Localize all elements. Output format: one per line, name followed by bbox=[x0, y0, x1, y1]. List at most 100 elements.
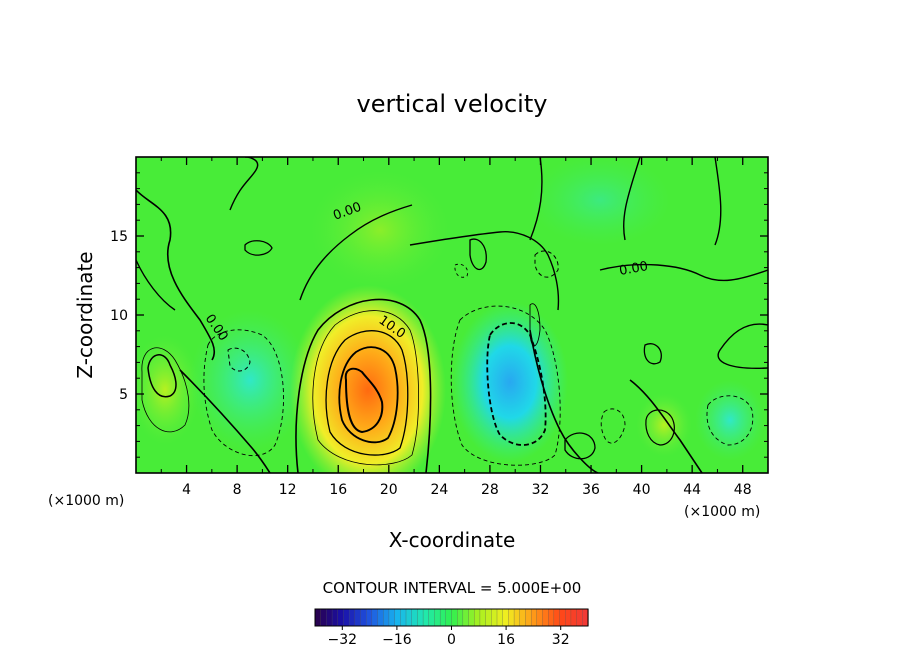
negative-contour bbox=[227, 347, 251, 372]
weak-updraft-left bbox=[136, 335, 200, 445]
colorbar-cell bbox=[400, 608, 407, 627]
colorbar: −32 −16 0 16 32 bbox=[314, 608, 589, 648]
zero-contour bbox=[136, 189, 216, 361]
colorbar-cell bbox=[422, 608, 430, 627]
x-tick-label: 12 bbox=[279, 482, 297, 498]
colorbar-cell bbox=[371, 608, 379, 627]
x-unit-left: (×1000 m) bbox=[48, 493, 124, 509]
colorbar-cell bbox=[485, 608, 492, 627]
positive-contour bbox=[147, 354, 177, 398]
weak-updraft-right bbox=[636, 393, 692, 457]
chart-title: vertical velocity bbox=[357, 90, 548, 118]
x-tick-label: 16 bbox=[329, 482, 347, 498]
colorbar-cell bbox=[360, 608, 367, 627]
colorbar-ticks: −32 −16 0 16 32 bbox=[328, 626, 570, 648]
zero-contour bbox=[299, 204, 413, 301]
colorbar-cell bbox=[439, 608, 447, 627]
colorbar-cell bbox=[576, 608, 583, 627]
x-tick-label: 40 bbox=[633, 482, 651, 498]
updraft-core bbox=[290, 285, 446, 473]
colorbar-cell bbox=[383, 608, 390, 627]
zero-contour bbox=[295, 298, 432, 473]
negative-contour bbox=[534, 250, 559, 278]
zero-contour bbox=[599, 263, 768, 282]
colorbar-cell bbox=[331, 608, 339, 627]
zero-contour bbox=[717, 323, 768, 370]
positive-contour bbox=[141, 347, 190, 433]
colorbar-tick-label: 16 bbox=[497, 632, 515, 648]
contour-label: 0.00 bbox=[618, 259, 649, 279]
x-tick-label: 8 bbox=[233, 482, 242, 498]
colorbar-cell bbox=[451, 608, 458, 627]
colorbar-cells bbox=[314, 608, 589, 627]
colorbar-cell bbox=[508, 608, 515, 627]
negative-contour bbox=[600, 408, 626, 444]
x-tick-label: 24 bbox=[430, 482, 448, 498]
negative-contour bbox=[706, 395, 754, 446]
zero-contour bbox=[244, 240, 273, 256]
colorbar-cell bbox=[377, 608, 384, 627]
positive-contour bbox=[344, 367, 384, 434]
colorbar-cell bbox=[434, 608, 441, 627]
positive-contour bbox=[312, 310, 419, 466]
colorbar-cell bbox=[519, 608, 527, 627]
zero-contour bbox=[409, 231, 560, 311]
colorbar-tick-label: −32 bbox=[328, 632, 358, 648]
colorbar-cell bbox=[388, 608, 396, 627]
colorbar-cell bbox=[565, 608, 572, 627]
positive-contour bbox=[325, 330, 409, 456]
negative-contour bbox=[450, 305, 561, 466]
colorbar-cell bbox=[530, 608, 538, 627]
colorbar-tick-label: 0 bbox=[447, 632, 456, 648]
x-axis-label: X-coordinate bbox=[389, 528, 516, 552]
colorbar-cell bbox=[559, 608, 566, 627]
colorbar-cell bbox=[337, 608, 345, 627]
colorbar-cell bbox=[417, 608, 424, 627]
zero-contour bbox=[643, 343, 662, 365]
colorbar-cell bbox=[394, 608, 401, 627]
negative-contour bbox=[486, 322, 547, 446]
colorbar-cell bbox=[474, 608, 481, 627]
colorbar-cell bbox=[343, 608, 350, 627]
colorbar-cell bbox=[496, 608, 504, 627]
colorbar-cell bbox=[445, 608, 453, 627]
upper-field-shade bbox=[530, 157, 670, 245]
colorbar-cell bbox=[548, 608, 555, 627]
x-tick-label: 28 bbox=[481, 482, 499, 498]
positive-contour bbox=[645, 409, 675, 446]
negative-contour bbox=[203, 329, 284, 457]
zero-contour bbox=[469, 238, 487, 271]
weak-downdraft-right bbox=[695, 380, 765, 460]
downdraft-core bbox=[452, 302, 568, 462]
negative-contour bbox=[454, 263, 469, 278]
plot-area bbox=[136, 157, 768, 473]
colorbar-cell bbox=[348, 608, 356, 627]
colorbar-cell bbox=[462, 608, 470, 627]
colorbar-cell bbox=[513, 608, 521, 627]
zero-contour bbox=[622, 157, 641, 241]
zero-contour bbox=[629, 379, 703, 473]
x-tick-label: 48 bbox=[734, 482, 752, 498]
zero-contour bbox=[136, 259, 176, 311]
colorbar-cell bbox=[468, 608, 475, 627]
colorbar-cell bbox=[411, 608, 419, 627]
x-unit-right: (×1000 m) bbox=[684, 504, 760, 520]
x-tick-label: 20 bbox=[380, 482, 398, 498]
colorbar-cell bbox=[326, 608, 333, 627]
positive-contour bbox=[529, 303, 541, 347]
zero-contour bbox=[529, 157, 543, 241]
colorbar-cell bbox=[479, 608, 487, 627]
colorbar-cell bbox=[491, 608, 498, 627]
colorbar-cell bbox=[525, 608, 532, 627]
colorbar-cell bbox=[405, 608, 413, 627]
colorbar-cell bbox=[354, 608, 362, 627]
contour-interval: CONTOUR INTERVAL = 5.000E+00 bbox=[323, 579, 582, 597]
y-tick-label: 5 bbox=[119, 387, 128, 403]
y-tick-label: 15 bbox=[110, 229, 128, 245]
colorbar-cell bbox=[457, 608, 464, 627]
colorbar-cell bbox=[320, 608, 328, 627]
colorbar-cell bbox=[542, 608, 549, 627]
colorbar-cell bbox=[536, 608, 544, 627]
weak-downdraft-left bbox=[190, 310, 310, 450]
